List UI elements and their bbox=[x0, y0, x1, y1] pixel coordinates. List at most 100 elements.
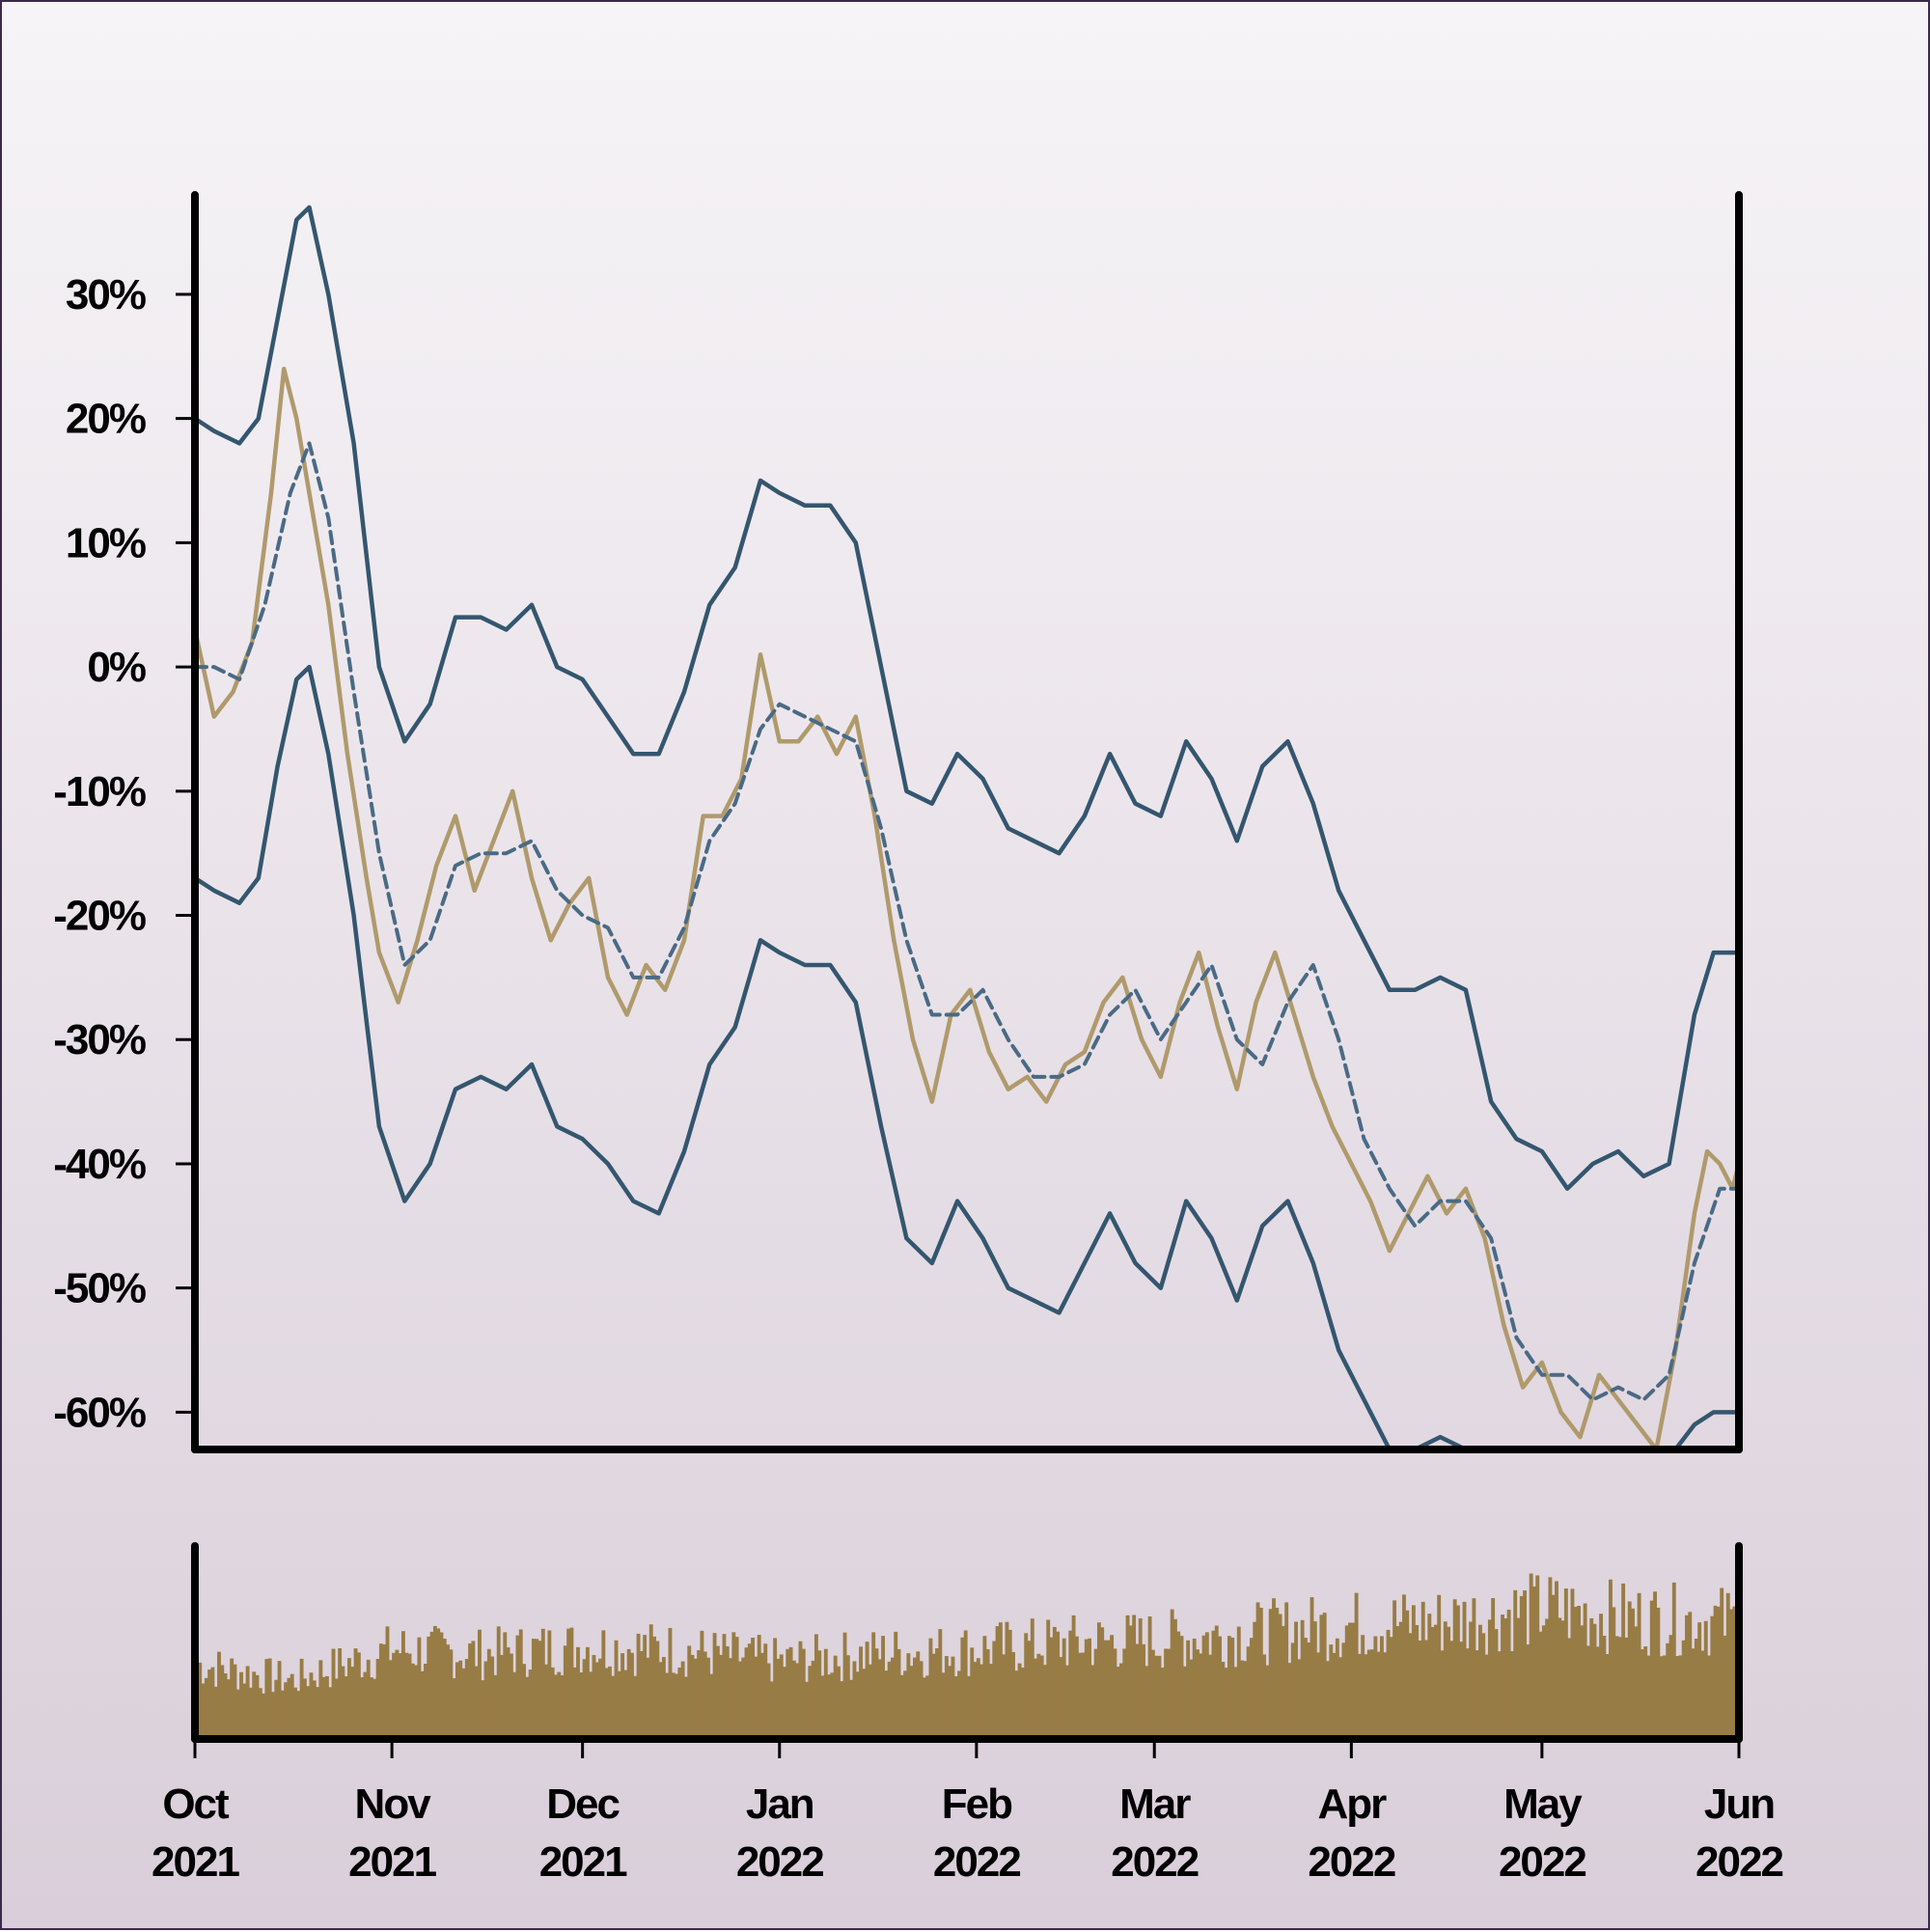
volume-bar bbox=[557, 1671, 562, 1739]
volume-bar bbox=[795, 1663, 800, 1739]
volume-bar bbox=[859, 1646, 863, 1739]
volume-bar bbox=[427, 1636, 431, 1739]
volume-bar bbox=[833, 1655, 838, 1739]
volume-bar bbox=[500, 1654, 504, 1739]
volume-bar bbox=[363, 1671, 368, 1739]
volume-bar bbox=[1192, 1638, 1197, 1739]
volume-bar bbox=[779, 1654, 784, 1739]
volume-bar bbox=[1262, 1654, 1267, 1739]
y-tick-label: 30% bbox=[66, 271, 146, 318]
volume-bar bbox=[894, 1631, 898, 1739]
y-tick-label: 10% bbox=[66, 519, 146, 566]
volume-bar bbox=[1523, 1590, 1528, 1739]
volume-bar bbox=[356, 1652, 361, 1739]
volume-bar bbox=[1078, 1652, 1083, 1739]
volume-bar bbox=[1071, 1615, 1076, 1739]
volume-bar bbox=[1196, 1649, 1199, 1739]
volume-bar bbox=[417, 1637, 422, 1739]
volume-bar bbox=[1290, 1642, 1295, 1739]
volume-bar bbox=[1555, 1581, 1558, 1739]
volume-bar bbox=[1491, 1598, 1496, 1739]
volume-bar bbox=[1144, 1666, 1149, 1739]
volume-bar bbox=[528, 1670, 533, 1739]
volume-bar bbox=[874, 1648, 879, 1739]
volume-bar bbox=[353, 1648, 358, 1739]
volume-bar bbox=[665, 1672, 670, 1739]
volume-bar bbox=[468, 1643, 473, 1739]
volume-bar bbox=[267, 1658, 272, 1739]
volume-bar bbox=[909, 1666, 914, 1739]
volume-bar bbox=[1017, 1663, 1022, 1739]
volume-bar bbox=[887, 1661, 892, 1739]
volume-bar bbox=[1643, 1646, 1648, 1739]
volume-bar bbox=[840, 1681, 844, 1739]
volume-bar bbox=[1668, 1635, 1673, 1739]
volume-bar bbox=[1157, 1655, 1162, 1739]
volume-bar bbox=[1389, 1637, 1393, 1739]
volume-bar bbox=[439, 1632, 444, 1739]
volume-bar bbox=[982, 1636, 987, 1739]
volume-bar bbox=[1059, 1657, 1063, 1739]
volume-bar bbox=[623, 1670, 628, 1739]
volume-bar bbox=[316, 1687, 319, 1739]
volume-bar bbox=[1081, 1652, 1086, 1739]
volume-bar bbox=[1433, 1624, 1438, 1739]
volume-bar bbox=[1631, 1608, 1635, 1739]
volume-bar bbox=[1297, 1659, 1302, 1739]
volume-bar bbox=[1027, 1641, 1032, 1739]
volume-bar bbox=[620, 1653, 625, 1739]
volume-bar bbox=[808, 1666, 813, 1739]
volume-bar bbox=[503, 1632, 508, 1739]
volume-bar bbox=[1052, 1626, 1057, 1739]
volume-bar bbox=[1132, 1615, 1137, 1739]
volume-bar bbox=[1116, 1667, 1120, 1739]
volume-bar bbox=[1685, 1615, 1689, 1739]
volume-bar bbox=[290, 1673, 294, 1739]
volume-bar bbox=[655, 1641, 660, 1739]
volume-bar bbox=[1509, 1650, 1514, 1739]
volume-bar bbox=[1430, 1626, 1435, 1739]
volume-bar bbox=[1592, 1623, 1597, 1739]
series-group bbox=[195, 205, 1739, 1449]
volume-bar bbox=[1056, 1631, 1061, 1739]
volume-bar bbox=[630, 1652, 634, 1739]
volume-bar bbox=[751, 1637, 756, 1739]
volume-bars bbox=[195, 1573, 1740, 1739]
volume-bar bbox=[464, 1659, 469, 1739]
volume-bar bbox=[1128, 1625, 1133, 1739]
volume-bar bbox=[1182, 1666, 1187, 1739]
volume-bar bbox=[245, 1666, 250, 1739]
volume-bar bbox=[1469, 1621, 1474, 1739]
y-tick-label: -50% bbox=[53, 1265, 146, 1312]
volume-bar bbox=[280, 1690, 285, 1739]
volume-bar bbox=[617, 1670, 621, 1739]
volume-bar bbox=[1084, 1639, 1089, 1739]
volume-bar bbox=[235, 1689, 240, 1739]
volume-bar bbox=[1605, 1654, 1610, 1739]
volume-bar bbox=[979, 1664, 984, 1739]
volume-bar bbox=[1221, 1662, 1226, 1739]
volume-bar bbox=[582, 1659, 587, 1739]
volume-bar bbox=[884, 1670, 889, 1739]
volume-bar bbox=[648, 1624, 653, 1739]
volume-bar bbox=[668, 1627, 673, 1739]
volume-bar bbox=[554, 1674, 558, 1739]
volume-bar bbox=[1484, 1654, 1489, 1739]
volume-bar bbox=[1405, 1610, 1410, 1739]
x-tick-label-year: 2022 bbox=[1696, 1838, 1782, 1886]
volume-bar bbox=[820, 1675, 825, 1739]
volume-bar bbox=[392, 1652, 397, 1739]
volume-bar bbox=[385, 1626, 390, 1739]
volume-bar bbox=[680, 1661, 685, 1739]
volume-bar bbox=[1036, 1653, 1041, 1739]
volume-bar bbox=[813, 1634, 818, 1739]
volume-bar bbox=[1529, 1573, 1533, 1739]
volume-bar bbox=[1402, 1594, 1406, 1739]
volume-bar bbox=[922, 1677, 926, 1739]
volume-bar bbox=[1398, 1621, 1403, 1739]
volume-bar bbox=[801, 1648, 806, 1739]
volume-bar bbox=[729, 1658, 732, 1739]
volume-bar bbox=[366, 1659, 371, 1739]
volume-bar bbox=[378, 1643, 383, 1739]
volume-bar bbox=[1341, 1642, 1346, 1739]
